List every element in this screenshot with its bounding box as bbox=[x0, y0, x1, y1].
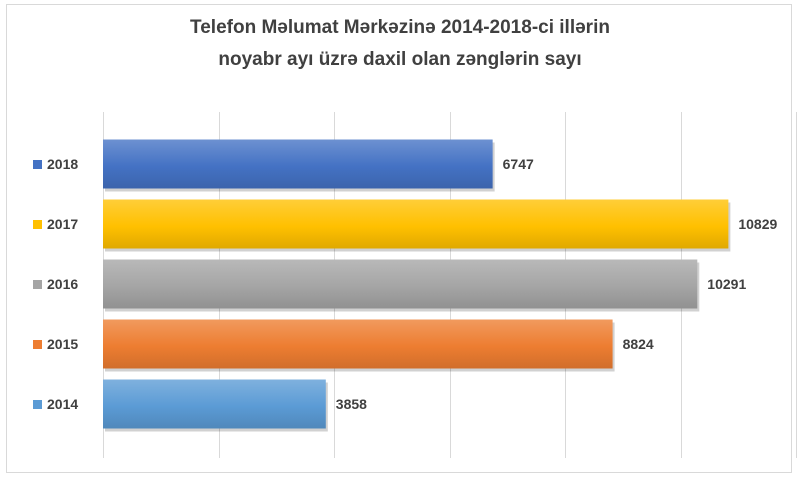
data-label-2018: 6747 bbox=[503, 156, 534, 172]
chart-title-line-1: Telefon Məlumat Mərkəzinə 2014-2018-ci i… bbox=[190, 17, 610, 38]
legend-marker-2017 bbox=[33, 220, 42, 229]
legend-label-2015: 2015 bbox=[47, 336, 78, 352]
legend-label-2016: 2016 bbox=[47, 276, 78, 292]
category-legend: 2018 2017 2016 2015 2014 bbox=[33, 156, 78, 412]
data-label-2015: 8824 bbox=[623, 336, 654, 352]
legend-label-2017: 2017 bbox=[47, 216, 78, 232]
data-labels: 6747 10829 10291 8824 3858 bbox=[336, 156, 778, 412]
chart-title: Telefon Məlumat Mərkəzinə 2014-2018-ci i… bbox=[0, 12, 800, 76]
bar-2017 bbox=[103, 199, 729, 249]
legend-marker-2018 bbox=[33, 160, 42, 169]
legend-label-2014: 2014 bbox=[47, 396, 78, 412]
data-label-2014: 3858 bbox=[336, 396, 367, 412]
bar-2018 bbox=[103, 139, 493, 189]
data-label-2017: 10829 bbox=[738, 216, 777, 232]
bars bbox=[103, 139, 731, 432]
legend-marker-2015 bbox=[33, 340, 42, 349]
legend-marker-2016 bbox=[33, 280, 42, 289]
bar-2016 bbox=[103, 259, 698, 309]
bar-2014 bbox=[103, 379, 326, 429]
legend-label-2018: 2018 bbox=[47, 156, 78, 172]
data-label-2016: 10291 bbox=[707, 276, 746, 292]
chart-title-line-2: noyabr ayı üzrə daxil olan zənglərin say… bbox=[218, 49, 582, 70]
legend-marker-2014 bbox=[33, 400, 42, 409]
bar-2015 bbox=[103, 319, 613, 369]
